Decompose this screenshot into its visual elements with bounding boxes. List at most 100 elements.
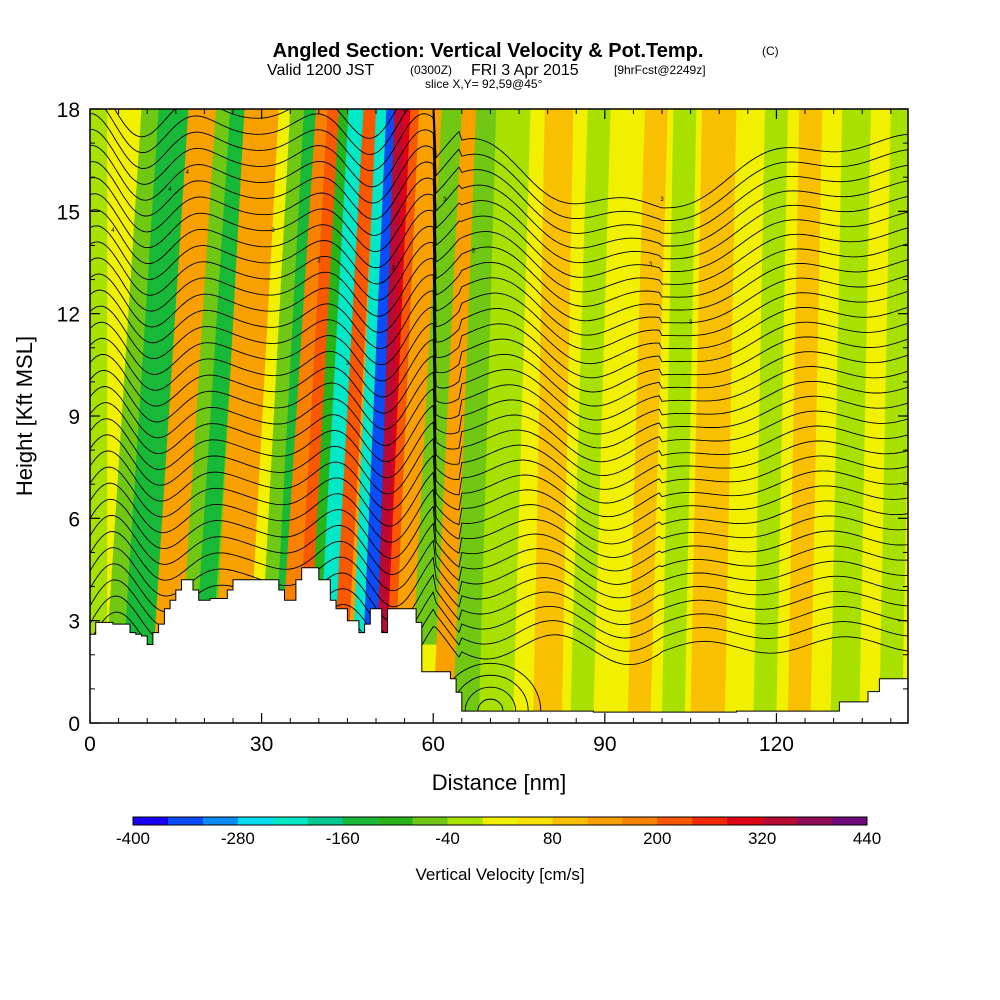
y-tick-label: 0 — [68, 713, 80, 736]
theta-contour — [90, 450, 908, 531]
colorbar-tick-label: -160 — [326, 829, 360, 848]
colorbar-swatch — [587, 817, 623, 825]
colorbar-label: Vertical Velocity [cm/s] — [415, 865, 584, 884]
colorbar-swatch — [447, 817, 483, 825]
theta-contour — [114, 109, 908, 209]
velocity-band — [627, 109, 668, 713]
x-tick-label: 0 — [84, 733, 96, 756]
contour-label: 3 — [392, 265, 396, 271]
colorbar-swatch — [622, 817, 658, 825]
y-tick-label: 9 — [68, 406, 80, 429]
theta-contour — [90, 531, 908, 599]
x-tick-label: 30 — [250, 733, 273, 756]
contour-labels: 4 4 4 3 3 3 3 3 3 3 3 3 — [111, 170, 693, 367]
x-tick-label: 120 — [759, 733, 794, 756]
contour-label: 4 — [111, 228, 115, 234]
y-tick-label: 15 — [57, 201, 80, 224]
valid-prefix: Valid 1200 JST — [267, 62, 375, 79]
theta-contour — [90, 402, 908, 490]
y-tick-label: 12 — [57, 304, 80, 327]
theta-contour — [90, 305, 908, 407]
x-tick-label: 60 — [422, 733, 445, 756]
theta-contour — [90, 434, 908, 518]
contour-label: 3 — [649, 262, 653, 268]
colorbar-swatch — [377, 817, 413, 825]
colorbar-swatch — [657, 817, 693, 825]
velocity-band — [879, 109, 908, 713]
colorbar-swatch — [552, 817, 588, 825]
velocity-band — [533, 109, 574, 713]
axis-ticks: 0 30 60 90 120 0 3 6 9 12 15 18 — [57, 99, 908, 756]
colorbar-swatch — [167, 817, 204, 825]
colorbar-frame — [132, 816, 868, 826]
colorbar-swatch — [202, 817, 239, 825]
colorbar-tick-label: -40 — [435, 829, 460, 848]
theta-contour — [90, 386, 908, 477]
forecast-tag: [9hrFcst@2249z] — [614, 63, 706, 77]
slice-info: slice X,Y= 92,59@45° — [425, 77, 543, 91]
contour-label: 3 — [443, 197, 447, 203]
valid-time-line: Valid 1200 JST (0300Z) FRI 3 Apr 2015 [9… — [267, 62, 706, 79]
theta-contour — [90, 321, 908, 421]
terrain-mask — [89, 567, 909, 724]
velocity-band — [152, 109, 222, 645]
velocity-band — [334, 109, 378, 645]
colorbar-tick-label: 80 — [543, 829, 562, 848]
plot-area: 4 4 4 3 3 3 3 3 3 3 3 3 0 30 60 90 120 0 3 6 9 12 15 18 — [57, 99, 909, 756]
theta-contour — [90, 225, 908, 336]
colorbar-swatch — [727, 817, 763, 825]
velocity-band — [570, 109, 611, 713]
contour-label: 3 — [660, 197, 664, 203]
theta-contour — [90, 161, 908, 278]
contour-label: 3 — [346, 361, 350, 367]
colorbar-tick-label: -280 — [221, 829, 255, 848]
theta-contour — [90, 563, 908, 626]
contour-label: 3 — [472, 248, 476, 254]
theta-contour — [90, 514, 908, 585]
x-axis-label: Distance [nm] — [432, 770, 567, 795]
colorbar-swatch — [342, 817, 378, 825]
colorbar-swatch — [517, 817, 553, 825]
x-tick-label: 90 — [593, 733, 616, 756]
theta-contour — [90, 289, 908, 393]
colorbar-swatch — [133, 817, 169, 825]
velocity-field — [90, 109, 908, 713]
colorbar: -400 -280 -160 -40 80 200 320 440 — [116, 816, 881, 848]
theta-contour — [90, 209, 908, 322]
theta-contour — [90, 112, 908, 234]
theta-contour — [90, 353, 908, 449]
colorbar-swatch — [832, 817, 868, 825]
colorbar-swatch — [272, 817, 309, 825]
valid-utc: (0300Z) — [410, 63, 452, 77]
colorbar-swatch — [692, 817, 728, 825]
y-tick-label: 18 — [57, 99, 80, 122]
contour-label: 4 — [186, 170, 190, 176]
theta-contour — [90, 257, 908, 365]
theta-contour — [90, 177, 908, 293]
theta-contour — [104, 109, 908, 222]
theta-contour — [90, 466, 908, 545]
contour-label: 3 — [317, 259, 321, 265]
theta-contour — [90, 498, 908, 572]
contour-label: 4 — [168, 187, 172, 193]
colorbar-tick-label: -400 — [116, 829, 150, 848]
theta-contour — [90, 418, 908, 504]
theta-contour — [90, 482, 908, 558]
colorbar-swatch — [237, 817, 274, 825]
velocity-band — [662, 109, 697, 713]
y-axis-label: Height [Kft MSL] — [12, 336, 37, 496]
colorbar-tick-label: 200 — [643, 829, 671, 848]
colorbar-swatch — [412, 817, 448, 825]
valid-date: FRI 3 Apr 2015 — [471, 62, 579, 79]
y-tick-label: 3 — [68, 611, 80, 634]
velocity-band — [453, 109, 505, 713]
theta-contour — [90, 193, 908, 307]
contour-label: 3 — [689, 320, 693, 326]
theta-contour — [90, 337, 908, 435]
colorbar-tick-label: 440 — [853, 829, 881, 848]
theta-contour — [90, 369, 908, 463]
theta-contour — [90, 129, 908, 249]
velocity-band — [787, 109, 823, 713]
theta-contour — [90, 241, 908, 350]
